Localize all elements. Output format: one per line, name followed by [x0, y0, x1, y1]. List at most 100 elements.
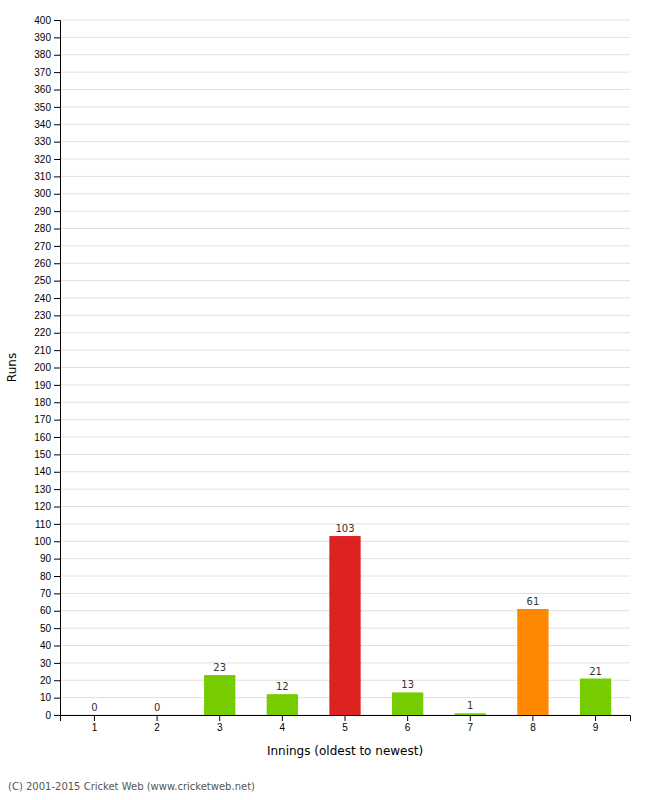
y-tick-mark	[54, 559, 60, 560]
y-tick: 340	[34, 119, 60, 130]
grid-line	[60, 419, 630, 420]
y-tick-mark	[54, 489, 60, 490]
x-tick-label: 1	[92, 722, 98, 733]
x-tick: 7	[467, 715, 473, 733]
x-tick: 2	[154, 715, 160, 733]
x-axis: 123456789	[61, 715, 631, 733]
y-tick-label: 0	[45, 710, 51, 721]
grid-line	[60, 245, 630, 246]
y-tick: 100	[34, 536, 60, 547]
x-tick-mark	[219, 715, 220, 721]
x-tick-label: 8	[530, 722, 536, 733]
data-label: 61	[527, 596, 540, 607]
grid-line	[60, 454, 630, 455]
y-tick-mark	[54, 576, 60, 577]
grid-line	[60, 106, 630, 107]
x-tick: 6	[405, 715, 411, 733]
grid-line	[60, 506, 630, 507]
y-tick-label: 150	[34, 449, 51, 460]
data-label: 0	[154, 702, 160, 713]
y-tick: 60	[40, 605, 60, 616]
y-tick: 50	[40, 623, 60, 634]
y-tick-mark	[54, 159, 60, 160]
y-tick-label: 170	[34, 414, 51, 425]
y-tick-mark	[54, 593, 60, 594]
grid-line	[60, 176, 630, 177]
bars	[204, 536, 611, 715]
grid-line	[60, 228, 630, 229]
y-tick-label: 30	[40, 658, 52, 669]
data-label: 23	[213, 662, 226, 673]
y-tick: 40	[40, 640, 60, 651]
y-tick-label: 350	[34, 102, 51, 113]
y-tick: 70	[40, 588, 60, 599]
grid-line	[60, 141, 630, 142]
x-tick-label: 3	[217, 722, 223, 733]
y-tick-mark	[54, 229, 60, 230]
y-axis: 0102030405060708090100110120130140150160…	[34, 15, 60, 721]
grid-line	[60, 332, 630, 333]
y-axis-title: Runs	[5, 353, 19, 382]
y-tick-mark	[54, 611, 60, 612]
y-tick-label: 250	[34, 275, 51, 286]
grid-line	[60, 72, 630, 73]
x-axis-title: Innings (oldest to newest)	[267, 744, 423, 758]
y-tick-mark	[54, 315, 60, 316]
y-tick-label: 270	[34, 241, 51, 252]
y-tick-label: 10	[40, 692, 52, 703]
y-tick: 330	[34, 136, 60, 147]
x-tick: 1	[92, 715, 98, 733]
y-tick: 200	[34, 362, 60, 373]
x-tick: 5	[342, 715, 348, 733]
y-tick-mark	[54, 541, 60, 542]
y-tick-label: 260	[34, 258, 51, 269]
plot-area: 0102030405060708090100110120130140150160…	[34, 15, 630, 733]
y-tick: 120	[34, 501, 60, 512]
y-tick: 130	[34, 484, 60, 495]
y-tick-mark	[54, 472, 60, 473]
y-tick-label: 340	[34, 119, 51, 130]
y-tick-mark	[54, 142, 60, 143]
data-label: 1	[467, 700, 473, 711]
x-tick-label: 5	[342, 722, 348, 733]
x-tick-mark	[345, 715, 346, 721]
y-tick: 380	[34, 49, 60, 60]
y-tick-label: 370	[34, 67, 51, 78]
y-tick: 210	[34, 345, 60, 356]
y-tick-mark	[54, 194, 60, 195]
x-tick-mark	[282, 715, 283, 721]
y-tick-mark	[54, 646, 60, 647]
grid-line	[60, 315, 630, 316]
y-tick-label: 120	[34, 501, 51, 512]
grid-line	[60, 489, 630, 490]
x-tick: 8	[530, 715, 536, 733]
data-label: 0	[91, 702, 97, 713]
grid-line	[60, 280, 630, 281]
grid-line	[60, 54, 630, 55]
y-tick-label: 380	[34, 49, 51, 60]
y-tick-label: 360	[34, 84, 51, 95]
y-tick: 150	[34, 449, 60, 460]
y-tick: 300	[34, 188, 60, 199]
y-tick: 370	[34, 67, 60, 78]
y-tick-mark	[54, 72, 60, 73]
y-tick-mark	[54, 454, 60, 455]
grid-line	[60, 211, 630, 212]
y-tick-mark	[54, 246, 60, 247]
y-tick: 10	[40, 692, 60, 703]
y-tick: 30	[40, 658, 60, 669]
y-tick: 240	[34, 293, 60, 304]
grid	[60, 20, 630, 715]
chart-svg: 0102030405060708090100110120130140150160…	[0, 0, 650, 800]
y-tick-label: 210	[34, 345, 51, 356]
x-tick-mark	[532, 715, 533, 721]
grid-line	[60, 298, 630, 299]
y-tick-mark	[54, 437, 60, 438]
y-tick-label: 20	[40, 675, 52, 686]
y-tick: 320	[34, 154, 60, 165]
x-tick-mark	[470, 715, 471, 721]
y-tick: 160	[34, 432, 60, 443]
grid-line	[60, 384, 630, 385]
bar	[580, 679, 611, 715]
bar	[204, 675, 235, 715]
